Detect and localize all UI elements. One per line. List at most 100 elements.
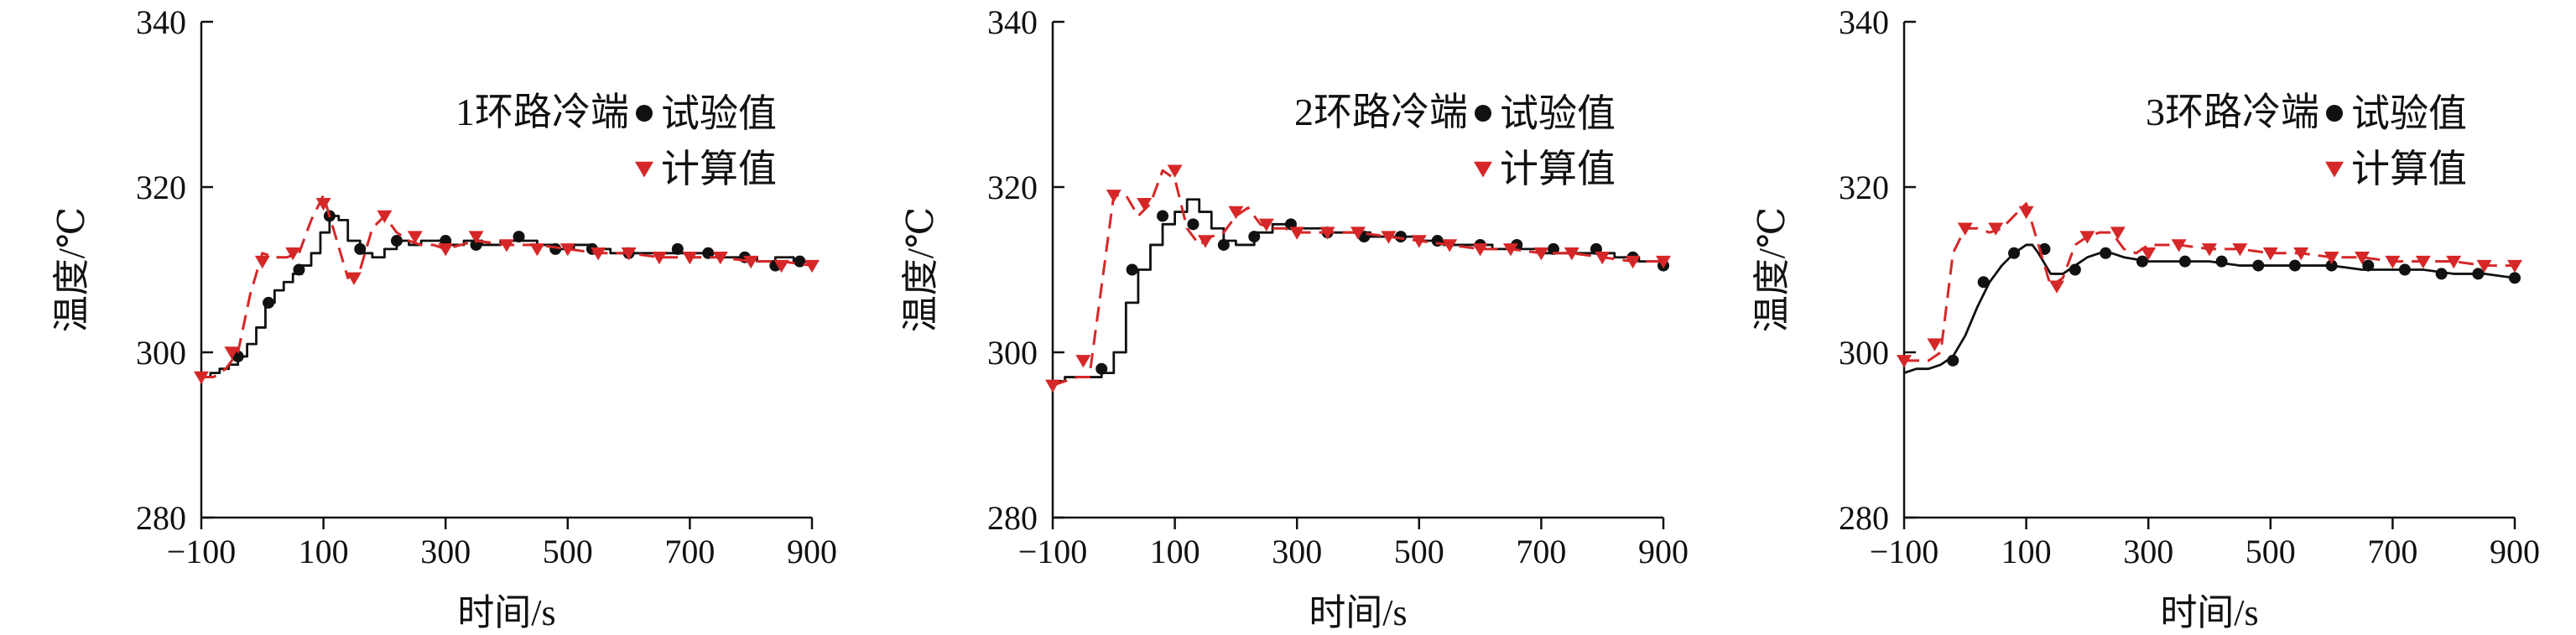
y-axis-title: 温度/℃ (51, 207, 92, 332)
legend-label-calculated: 计算值 (2351, 148, 2467, 190)
series-line-calculated (201, 194, 813, 379)
data-point-calculated (1228, 206, 1244, 220)
data-point-measured (2362, 259, 2375, 272)
data-point-calculated (2476, 259, 2492, 273)
data-point-measured (1095, 362, 1108, 375)
x-tick-label: 300 (1272, 533, 1322, 570)
legend-label-calculated: 计算值 (661, 148, 777, 190)
x-tick-label: 100 (2001, 533, 2052, 570)
y-tick-label: 280 (1839, 499, 1889, 537)
x-tick-label: 100 (299, 533, 349, 570)
data-point-calculated (1289, 226, 1305, 240)
data-point-calculated (1533, 247, 1549, 261)
data-point-calculated (1442, 239, 1458, 252)
data-point-calculated (2355, 251, 2370, 265)
x-tick-label: −100 (167, 533, 237, 570)
data-point-measured (513, 231, 525, 243)
data-point-calculated (499, 239, 514, 252)
data-point-calculated (1564, 247, 1579, 261)
legend-label-calculated: 计算值 (1500, 148, 1616, 190)
data-point-calculated (1472, 243, 1488, 257)
data-point-calculated (1656, 255, 1671, 269)
data-point-calculated (2324, 251, 2339, 265)
chart-panel-1: 280 300 320 340 −100 100 300 500 700 900 时间/s 温度/℃ 1… (51, 3, 837, 633)
data-point-calculated (712, 251, 728, 265)
data-point-calculated (2202, 243, 2217, 257)
x-tick-label: 700 (664, 533, 715, 570)
y-tick-label: 340 (136, 3, 186, 41)
data-point-measured (263, 296, 275, 309)
y-tick-label: 280 (987, 499, 1038, 537)
data-point-calculated (1897, 355, 1912, 368)
data-point-calculated (1045, 379, 1060, 393)
data-point-measured (1947, 354, 1959, 367)
data-point-measured (1157, 210, 1169, 222)
data-point-calculated (1988, 222, 2004, 236)
x-axis-title: 时间/s (457, 592, 555, 633)
x-tick-label: 700 (2367, 533, 2417, 570)
data-point-measured (2008, 247, 2021, 259)
x-tick-label: 900 (787, 533, 837, 570)
legend-label-measured: 试验值 (1500, 92, 1616, 135)
data-point-calculated (2018, 206, 2034, 220)
data-point-calculated (194, 371, 209, 385)
data-point-calculated (1411, 235, 1427, 248)
data-point-measured (1977, 276, 1990, 289)
data-point-measured (794, 255, 806, 268)
data-point-calculated (2171, 239, 2187, 252)
y-tick-label: 300 (1839, 334, 1889, 372)
data-point-measured (2435, 268, 2448, 280)
data-point-measured (1187, 218, 1200, 231)
data-point-calculated (346, 272, 362, 285)
legend-marker-calculated (1474, 161, 1492, 178)
data-point-measured (1126, 263, 1138, 276)
data-point-calculated (621, 247, 637, 261)
data-point-measured (2215, 255, 2228, 268)
series-line-measured (1903, 243, 2516, 374)
data-point-calculated (1167, 164, 1183, 178)
legend-marker-measured (636, 105, 653, 122)
x-tick-label: 900 (2490, 533, 2540, 570)
x-tick-label: 900 (1638, 533, 1689, 570)
data-point-calculated (2507, 259, 2522, 273)
data-point-calculated (773, 259, 789, 273)
data-point-measured (293, 263, 305, 276)
panel-title: 3环路冷端 (2146, 91, 2319, 133)
data-point-calculated (559, 243, 575, 257)
data-point-measured (2509, 272, 2521, 284)
y-tick-label: 320 (987, 169, 1038, 206)
data-point-measured (2069, 263, 2081, 276)
data-point-calculated (2262, 247, 2278, 261)
legend-label-measured: 试验值 (661, 92, 777, 135)
data-point-measured (2100, 247, 2112, 259)
data-point-calculated (1595, 251, 1611, 265)
data-point-calculated (2079, 231, 2095, 244)
data-point-measured (671, 242, 684, 255)
x-tick-label: 500 (2246, 533, 2296, 570)
data-point-calculated (1503, 243, 1518, 257)
data-point-calculated (682, 251, 698, 265)
y-tick-label: 300 (136, 334, 186, 372)
x-tick-label: 500 (543, 533, 593, 570)
data-point-calculated (407, 231, 423, 244)
data-point-calculated (652, 251, 667, 265)
data-point-measured (2252, 259, 2265, 272)
y-axis-title: 温度/℃ (1751, 207, 1793, 332)
y-tick-label: 320 (1839, 169, 1889, 206)
data-point-calculated (315, 197, 331, 211)
data-point-calculated (591, 247, 606, 261)
data-point-calculated (377, 210, 393, 224)
data-point-measured (2178, 255, 2191, 268)
data-point-measured (2136, 255, 2148, 268)
data-point-calculated (1198, 235, 1213, 248)
data-point-measured (354, 242, 367, 255)
data-point-calculated (1106, 190, 1121, 203)
data-point-calculated (1075, 355, 1091, 368)
x-tick-label: 500 (1394, 533, 1444, 570)
data-point-calculated (2110, 226, 2126, 240)
data-point-calculated (285, 247, 301, 261)
x-tick-label: 100 (1150, 533, 1200, 570)
legend-marker-measured (1475, 105, 1491, 122)
x-axis-title: 时间/s (2160, 592, 2258, 633)
